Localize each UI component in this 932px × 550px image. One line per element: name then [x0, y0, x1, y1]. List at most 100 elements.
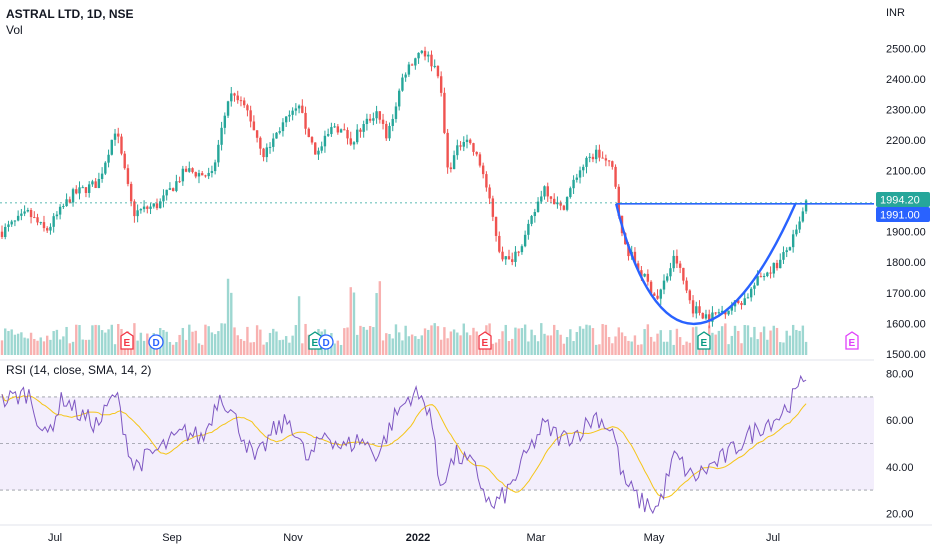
- candle-body: [210, 171, 214, 173]
- time-axis-label: Sep: [162, 532, 182, 544]
- volume-bar: [204, 324, 207, 355]
- volume-bar: [491, 343, 495, 355]
- candle-body: [439, 76, 443, 93]
- last-price-tag: 1994.20: [876, 192, 930, 207]
- volume-bar: [65, 326, 68, 355]
- volume-bar: [675, 328, 679, 355]
- rsi-axis[interactable]: 80.00 60.00 40.00 20.00: [886, 369, 914, 521]
- last-price-text: 1994.20: [880, 195, 920, 207]
- volume-bar: [756, 339, 759, 355]
- candle-body: [711, 312, 714, 322]
- volume-bar: [133, 323, 136, 355]
- candle-body: [640, 270, 643, 277]
- volume-bar: [139, 332, 143, 355]
- candle-body: [262, 148, 265, 158]
- candle-body: [478, 154, 482, 166]
- volume-bar: [246, 326, 249, 355]
- candle-body: [685, 280, 688, 291]
- candle-body: [265, 147, 268, 158]
- candle-body: [242, 100, 246, 106]
- volume-bar: [591, 328, 595, 355]
- volume-bar: [465, 332, 469, 355]
- candle-body: [7, 224, 10, 227]
- volume-bar: [217, 331, 220, 355]
- candle-body: [407, 64, 411, 75]
- volume-bar: [604, 324, 608, 355]
- cup-pattern-curve[interactable]: [615, 203, 797, 325]
- volume-bar: [791, 324, 795, 355]
- event-badge-letter: D: [323, 338, 330, 349]
- candle-body: [75, 189, 78, 194]
- candle-body: [695, 306, 698, 314]
- rsi-label[interactable]: RSI (14, close, SMA, 14, 2): [6, 363, 151, 377]
- candle-body: [469, 139, 472, 144]
- volume-bar: [749, 337, 753, 355]
- volume-bar: [49, 339, 52, 355]
- volume-bar: [498, 339, 501, 355]
- candle-body: [307, 128, 310, 138]
- candle-body: [708, 314, 711, 322]
- candle-body: [16, 215, 20, 221]
- volume-bar: [575, 331, 579, 355]
- candle-body: [184, 168, 188, 172]
- event-badge: E: [478, 331, 492, 350]
- candle-body: [259, 137, 262, 149]
- volume-bar: [730, 335, 734, 355]
- candle-body: [310, 137, 314, 143]
- volume-bar: [439, 339, 443, 355]
- candle-body: [795, 229, 798, 235]
- candle-body: [427, 54, 430, 57]
- candle-body: [171, 188, 175, 191]
- candle-body: [217, 144, 220, 163]
- volume-bar: [443, 327, 446, 355]
- candle-body: [100, 173, 104, 179]
- volume-bar: [333, 343, 336, 355]
- candle-body: [29, 209, 33, 218]
- candle-body: [294, 108, 298, 111]
- volume-bar: [252, 342, 256, 355]
- volume-bar: [543, 333, 546, 355]
- volume-bar: [737, 330, 740, 355]
- candle-body: [42, 222, 46, 229]
- candle-body: [678, 263, 682, 268]
- candle-body: [113, 133, 117, 140]
- volume-bar: [113, 344, 117, 355]
- volume-bar: [388, 334, 391, 355]
- volume-bar: [75, 324, 78, 355]
- symbol-title[interactable]: ASTRAL LTD, 1D, NSE: [6, 7, 134, 21]
- volume-bar: [740, 343, 743, 355]
- candle-body: [643, 273, 646, 277]
- volume-bar: [226, 278, 230, 355]
- candle-body: [104, 162, 107, 174]
- volume-bar: [378, 281, 382, 355]
- candle-body: [791, 234, 795, 248]
- candle-body: [71, 189, 75, 203]
- volume-bar: [788, 335, 792, 355]
- candle-body: [10, 221, 13, 225]
- volume-bar: [284, 336, 288, 355]
- candle-body: [91, 181, 94, 185]
- volume-label[interactable]: Vol: [6, 23, 23, 37]
- volume-bar: [175, 342, 178, 355]
- volume-bar: [459, 335, 462, 355]
- volume-bar: [94, 324, 97, 355]
- volume-bar: [462, 323, 465, 355]
- candle-body: [646, 273, 650, 282]
- candle-body: [388, 125, 391, 139]
- price-tick-label: 1800.00: [886, 257, 926, 269]
- volume-bar: [779, 342, 782, 355]
- candle-body: [746, 297, 750, 299]
- candle-body: [378, 111, 382, 120]
- candle-body: [62, 206, 65, 208]
- volume-bar: [804, 341, 808, 355]
- candle-body: [139, 209, 143, 211]
- volume-bar: [620, 332, 624, 355]
- volume-bar: [682, 344, 685, 355]
- volume-bar: [717, 330, 721, 355]
- volume-bar: [20, 332, 23, 355]
- volume-bar: [469, 335, 472, 355]
- candle-body: [598, 149, 601, 158]
- time-axis[interactable]: Jul Sep Nov 2022 Mar May Jul: [48, 532, 780, 544]
